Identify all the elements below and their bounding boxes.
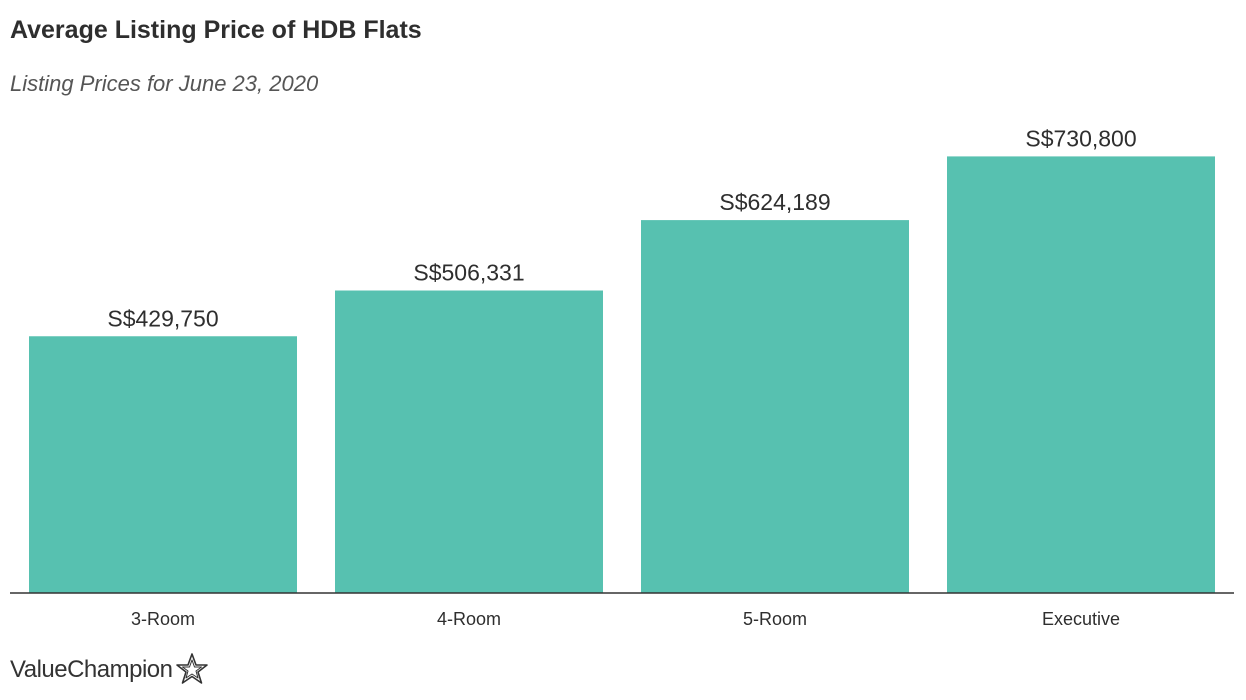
brand-logo: ValueChampion	[10, 646, 209, 686]
chart-title: Average Listing Price of HDB Flats	[10, 16, 422, 44]
x-tick-label: 3-Room	[131, 609, 195, 629]
brand-name: ValueChampion	[10, 656, 173, 683]
bar-3-room	[29, 336, 297, 593]
bar-4-room	[335, 290, 603, 593]
x-tick-label: 4-Room	[437, 609, 501, 629]
x-tick-label: 5-Room	[743, 609, 807, 629]
bar-5-room	[641, 220, 909, 593]
star-outline-icon	[175, 653, 208, 684]
bar-chart: S$429,750 3-Room S$506,331 4-Room S$624,189 5…	[10, 125, 1234, 629]
x-tick-label: Executive	[1042, 609, 1120, 629]
data-label: S$506,331	[413, 260, 524, 286]
data-label: S$624,189	[719, 189, 830, 215]
bar-executive	[947, 156, 1215, 593]
data-label: S$429,750	[107, 305, 218, 331]
data-label: S$730,800	[1025, 125, 1136, 151]
chart-subtitle: Listing Prices for June 23, 2020	[10, 71, 319, 96]
